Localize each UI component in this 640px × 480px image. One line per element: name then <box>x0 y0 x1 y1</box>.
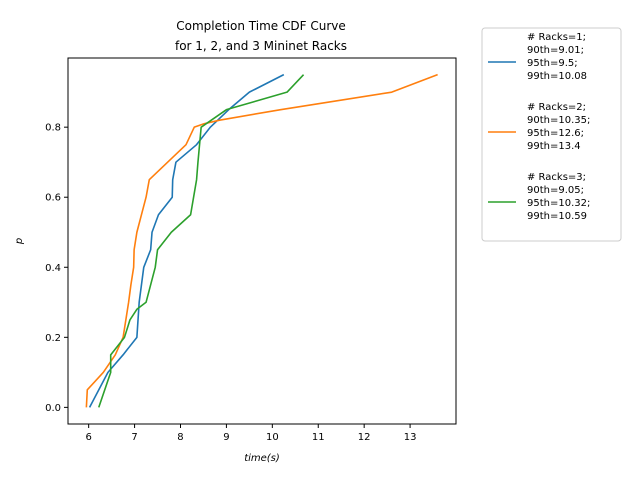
series-layer <box>85 73 438 408</box>
x-tick-label: 13 <box>404 432 417 443</box>
y-tick-label: 0.6 <box>45 193 61 204</box>
series-line-racks-3 <box>98 74 305 408</box>
x-tick-label: 11 <box>312 432 325 443</box>
x-tick-label: 8 <box>177 432 183 443</box>
x-tick-label: 6 <box>85 432 91 443</box>
tick-layer: 6 7 8 9 10 11 12 13 0.0 0.2 0.4 0.6 0.8 <box>45 123 416 443</box>
series-line-racks-2 <box>85 73 438 408</box>
y-tick-label: 0.0 <box>45 403 61 414</box>
x-tick-label: 10 <box>266 432 279 443</box>
x-tick-label: 7 <box>131 432 137 443</box>
x-tick-label: 9 <box>223 432 229 443</box>
series-line-racks-1 <box>88 73 285 408</box>
legend-label-racks-1: # Racks=1; 90th=9.01; 95th=9.5; 99th=10.08 <box>527 32 587 82</box>
legend-label-racks-2: # Racks=2; 90th=10.35; 95th=12.6; 99th=13.4 <box>527 102 590 152</box>
chart-title-line-2: for 1, 2, and 3 Mininet Racks <box>175 39 347 53</box>
y-tick-label: 0.2 <box>45 333 61 344</box>
y-tick-label: 0.8 <box>45 123 61 134</box>
legend: # Racks=1; 90th=9.01; 95th=9.5; 99th=10.08 #… <box>481 27 622 242</box>
x-axis-label: time(s) <box>244 453 280 464</box>
plot-frame <box>67 57 457 425</box>
legend-label-racks-3: # Racks=3; 90th=9.05; 95th=10.32; 99th=10.5… <box>527 172 590 222</box>
y-tick-label: 0.4 <box>45 263 61 274</box>
chart-title-line-1: Completion Time CDF Curve <box>176 19 345 33</box>
x-tick-label: 12 <box>358 432 371 443</box>
y-axis-label: p <box>14 238 25 245</box>
legend-frame <box>481 27 622 242</box>
